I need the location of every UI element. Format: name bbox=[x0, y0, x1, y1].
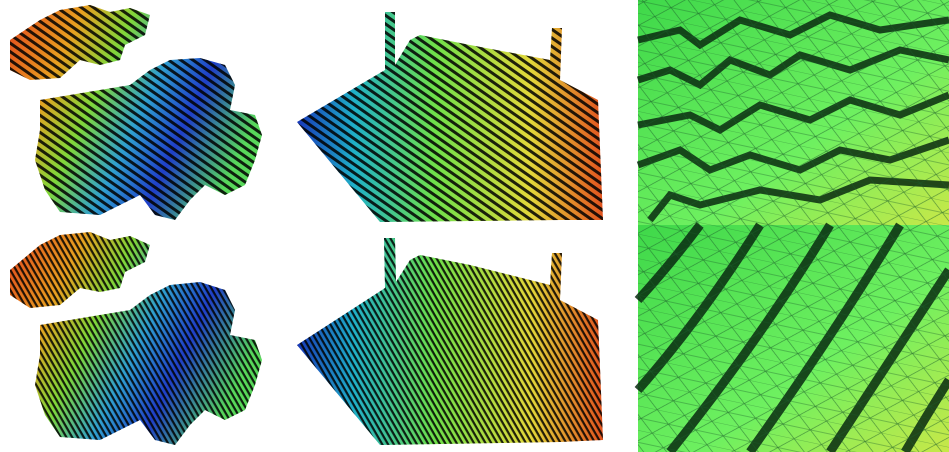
closeup-top bbox=[638, 0, 949, 225]
page bbox=[0, 0, 949, 452]
terrain-top bbox=[290, 0, 610, 228]
figure bbox=[0, 0, 949, 452]
dragon-bottom bbox=[0, 228, 270, 452]
closeup-bottom bbox=[638, 225, 949, 452]
dragon-top bbox=[0, 0, 270, 228]
terrain-bottom bbox=[290, 228, 610, 452]
